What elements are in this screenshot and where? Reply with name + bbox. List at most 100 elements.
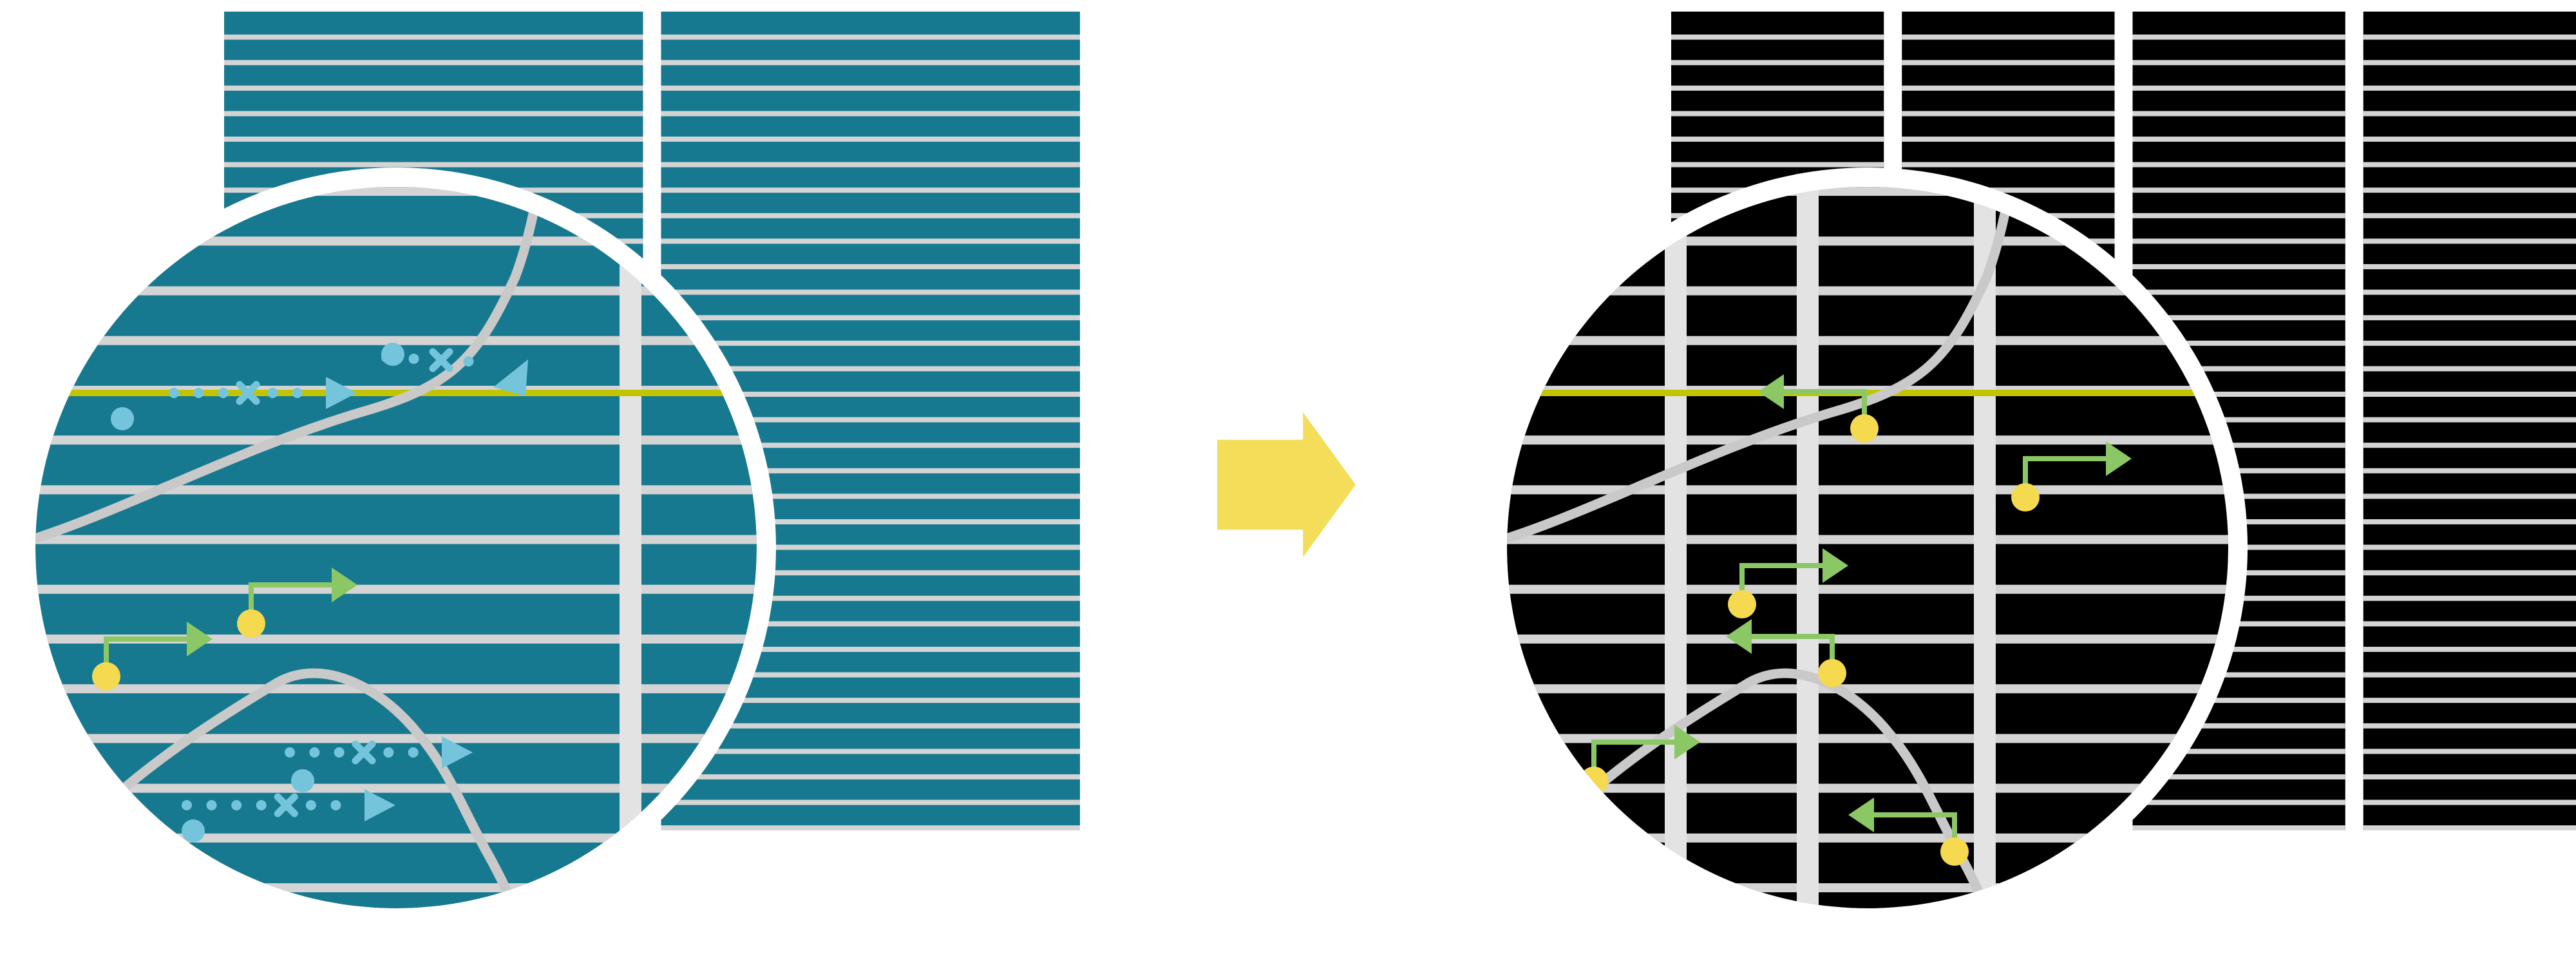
magnified-stripe xyxy=(35,833,757,843)
left-magnifier[interactable] xyxy=(10,90,782,960)
green-arrow-right-marker[interactable] xyxy=(237,568,357,638)
magnified-stripe xyxy=(1507,485,2228,495)
panel-stripe xyxy=(224,137,1080,142)
magnified-stripe xyxy=(35,783,757,793)
green-arrowhead xyxy=(1823,548,1848,583)
blue-dotted-track-marker[interactable] xyxy=(182,789,395,843)
yellow-origin-dot xyxy=(1850,414,1879,443)
magnified-column-band xyxy=(1797,187,1819,908)
magnified-stripe xyxy=(1507,634,2228,644)
magnified-stripe xyxy=(1507,584,2228,594)
geologic-curve-lower xyxy=(1544,668,2005,908)
green-arrow-left-marker[interactable] xyxy=(1726,619,1846,687)
track-dot xyxy=(330,800,341,810)
panel-stripe xyxy=(1671,162,2576,167)
track-dot xyxy=(383,747,394,758)
right-magnifier[interactable] xyxy=(1481,90,2254,960)
olive-reference-line xyxy=(1507,390,2228,396)
magnified-stripe xyxy=(1507,833,2228,843)
magnified-stripe xyxy=(35,485,757,495)
panel-stripe xyxy=(224,111,1080,117)
track-dot xyxy=(182,800,192,810)
blue-dotted-track-marker[interactable] xyxy=(111,377,357,430)
green-arrowhead xyxy=(2106,441,2132,476)
track-origin-blob xyxy=(381,343,404,366)
track-arrowhead xyxy=(326,377,357,409)
left-group xyxy=(10,12,1080,960)
track-dot xyxy=(334,747,345,758)
track-dot xyxy=(218,388,229,398)
magnified-stripe xyxy=(35,535,757,544)
yellow-origin-dot xyxy=(1940,837,1969,866)
green-arrowhead xyxy=(187,622,213,656)
track-dot xyxy=(267,388,278,398)
track-origin-blob xyxy=(291,769,314,792)
green-arrow-right-marker[interactable] xyxy=(2011,441,2132,511)
green-arrow-right-marker[interactable] xyxy=(92,622,213,691)
magnified-stripe xyxy=(10,933,782,942)
magnified-stripe xyxy=(35,584,757,594)
magnified-stripe xyxy=(35,734,757,743)
yellow-right-arrow xyxy=(1217,412,1356,557)
magnified-stripe xyxy=(1507,883,2228,893)
track-arrowhead xyxy=(365,789,395,821)
track-dot xyxy=(285,747,295,758)
magnified-stripe xyxy=(35,883,757,893)
green-arrowhead xyxy=(332,568,357,602)
green-arrowhead xyxy=(1848,797,1874,832)
track-dot xyxy=(206,800,217,810)
panel-stripe xyxy=(1671,60,2576,66)
geologic-curve-lower xyxy=(72,668,533,908)
green-arrowhead xyxy=(1758,374,1784,409)
magnifier-content xyxy=(1481,187,2254,942)
panel-stripe xyxy=(224,60,1080,66)
magnified-stripe xyxy=(1507,286,2228,296)
track-dot xyxy=(305,800,316,810)
magnified-stripe xyxy=(35,634,757,644)
right-group xyxy=(1481,12,2576,960)
magnified-stripe xyxy=(1507,236,2228,246)
green-arrow-right-marker[interactable] xyxy=(1728,548,1848,618)
track-x-marker xyxy=(352,740,376,765)
magnified-stripe xyxy=(35,684,757,694)
panel-stripe xyxy=(224,85,1080,91)
magnified-stripe xyxy=(35,236,757,246)
track-origin-blob xyxy=(182,819,205,843)
yellow-origin-dot xyxy=(2011,483,2040,511)
track-arrowhead xyxy=(493,359,528,396)
panel-stripe xyxy=(1671,85,2576,91)
track-x-marker xyxy=(236,381,260,405)
green-arrow-left-marker[interactable] xyxy=(1848,797,1969,866)
magnified-stripe xyxy=(1481,933,2254,942)
magnifier-content xyxy=(10,187,782,942)
track-dot xyxy=(256,800,267,810)
panel-stripe xyxy=(1671,34,2576,40)
track-dot xyxy=(169,388,179,398)
magnifier-lens-fill xyxy=(35,187,757,908)
magnifier-lens-fill xyxy=(1507,187,2228,908)
track-origin-blob xyxy=(111,407,134,430)
track-x-marker xyxy=(274,793,298,817)
panel-stripe xyxy=(224,34,1080,40)
green-arrowhead xyxy=(1726,619,1752,654)
track-dot xyxy=(408,354,419,364)
track-dot xyxy=(463,356,474,367)
panel-stripe xyxy=(224,162,1080,167)
blue-dotted-track-marker[interactable] xyxy=(381,343,528,396)
yellow-origin-dot xyxy=(1728,590,1756,618)
track-dot xyxy=(193,388,204,398)
yellow-origin-dot xyxy=(237,609,265,638)
magnified-stripe xyxy=(1507,535,2228,544)
blue-dotted-track-marker[interactable] xyxy=(285,736,473,792)
track-arrowhead xyxy=(442,736,473,769)
magnified-stripe xyxy=(35,286,757,296)
track-dot xyxy=(408,747,419,758)
track-dot xyxy=(292,388,303,398)
magnified-stripe xyxy=(1507,783,2228,793)
magnified-column-band xyxy=(620,187,641,908)
green-arrow-left-marker[interactable] xyxy=(1758,374,1879,443)
magnified-stripe xyxy=(1507,336,2228,345)
track-x-marker xyxy=(429,348,453,372)
